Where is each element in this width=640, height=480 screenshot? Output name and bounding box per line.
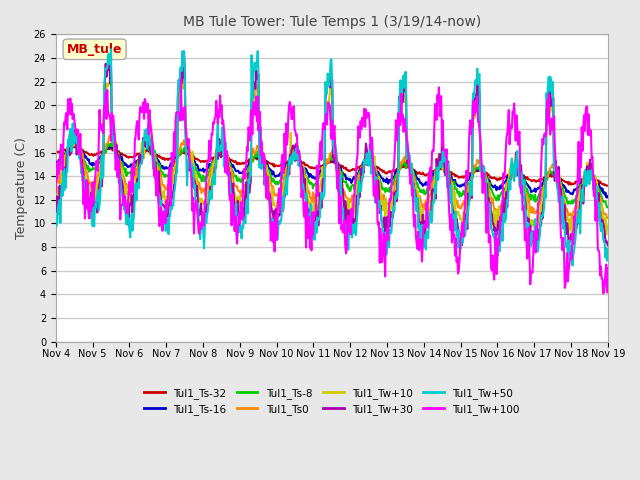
Tul1_Tw+30: [175, 83, 182, 88]
Tul1_Ts-8: [71, 137, 79, 143]
Tul1_Ts-16: [120, 160, 127, 166]
Tul1_Ts-8: [604, 204, 612, 210]
Tul1_Ts-32: [120, 152, 127, 158]
Line: Tul1_Ts-32: Tul1_Ts-32: [56, 146, 608, 186]
Line: Tul1_Ts-8: Tul1_Ts-8: [56, 140, 608, 207]
Tul1_Tw+30: [52, 209, 60, 215]
Tul1_Ts0: [604, 215, 612, 221]
Line: Tul1_Ts-16: Tul1_Ts-16: [56, 142, 608, 198]
Tul1_Tw+50: [52, 223, 60, 228]
Tul1_Tw+30: [604, 242, 612, 248]
Tul1_Tw+50: [400, 72, 408, 78]
Tul1_Tw+50: [205, 198, 212, 204]
Tul1_Tw+30: [205, 201, 212, 206]
Tul1_Ts0: [416, 193, 424, 199]
Y-axis label: Temperature (C): Temperature (C): [15, 137, 28, 239]
Tul1_Ts0: [569, 217, 577, 223]
Tul1_Ts0: [175, 146, 183, 152]
Tul1_Tw+100: [400, 129, 408, 135]
Tul1_Tw+100: [175, 110, 182, 116]
Tul1_Tw+30: [180, 48, 188, 54]
Tul1_Tw+50: [120, 201, 127, 206]
Tul1_Tw+100: [604, 265, 612, 271]
Tul1_Ts-16: [175, 153, 183, 158]
Tul1_Ts0: [205, 181, 212, 187]
Tul1_Ts-8: [416, 187, 424, 192]
Tul1_Tw+10: [119, 180, 127, 185]
Tul1_Ts0: [400, 156, 408, 162]
Tul1_Ts-32: [52, 149, 60, 155]
Tul1_Tw+50: [416, 236, 424, 241]
Tul1_Ts-16: [400, 161, 408, 167]
Tul1_Ts-16: [604, 194, 612, 200]
Tul1_Tw+30: [532, 246, 540, 252]
Tul1_Tw+10: [52, 188, 60, 193]
Legend: Tul1_Ts-32, Tul1_Ts-16, Tul1_Ts-8, Tul1_Ts0, Tul1_Tw+10, Tul1_Tw+30, Tul1_Tw+50,: Tul1_Ts-32, Tul1_Ts-16, Tul1_Ts-8, Tul1_…: [140, 384, 524, 419]
Tul1_Ts0: [120, 173, 127, 179]
Tul1_Tw+10: [602, 232, 610, 238]
Tul1_Tw+10: [175, 101, 182, 107]
Tul1_Tw+100: [600, 291, 607, 297]
Tul1_Tw+10: [400, 97, 408, 103]
Tul1_Tw+100: [205, 156, 212, 162]
Tul1_Ts-16: [52, 159, 60, 165]
Tul1_Ts0: [62, 151, 70, 157]
Tul1_Ts-8: [175, 152, 183, 157]
Tul1_Ts-16: [69, 139, 77, 144]
Tul1_Ts-16: [62, 150, 70, 156]
Tul1_Ts-32: [67, 143, 75, 149]
Line: Tul1_Tw+100: Tul1_Tw+100: [56, 79, 608, 294]
Tul1_Tw+10: [205, 199, 212, 204]
Line: Tul1_Ts0: Tul1_Ts0: [56, 132, 608, 220]
Text: MB_tule: MB_tule: [67, 43, 122, 56]
Line: Tul1_Tw+50: Tul1_Tw+50: [56, 49, 608, 265]
Tul1_Ts-16: [205, 164, 212, 170]
Tul1_Ts-32: [205, 158, 212, 164]
Title: MB Tule Tower: Tule Temps 1 (3/19/14-now): MB Tule Tower: Tule Temps 1 (3/19/14-now…: [182, 15, 481, 29]
Tul1_Ts-8: [62, 150, 70, 156]
Tul1_Ts-8: [205, 169, 212, 175]
Tul1_Ts0: [52, 179, 60, 185]
Tul1_Ts-32: [62, 147, 70, 153]
Tul1_Tw+100: [177, 76, 185, 82]
Line: Tul1_Tw+30: Tul1_Tw+30: [56, 51, 608, 249]
Tul1_Ts-32: [416, 170, 424, 176]
Tul1_Ts-16: [416, 179, 424, 184]
Tul1_Tw+100: [119, 202, 127, 208]
Tul1_Ts-8: [120, 165, 127, 170]
Tul1_Tw+50: [175, 88, 183, 94]
Tul1_Tw+10: [416, 203, 424, 209]
Tul1_Tw+100: [52, 190, 60, 195]
Tul1_Tw+100: [416, 241, 424, 247]
Tul1_Tw+30: [62, 170, 70, 176]
Tul1_Tw+50: [62, 185, 70, 191]
Tul1_Tw+10: [604, 224, 612, 230]
Line: Tul1_Tw+10: Tul1_Tw+10: [56, 74, 608, 235]
Tul1_Tw+50: [604, 247, 612, 252]
Tul1_Ts-8: [400, 162, 408, 168]
Tul1_Tw+10: [179, 71, 187, 77]
Tul1_Tw+30: [119, 182, 127, 188]
Tul1_Tw+100: [62, 112, 70, 118]
Tul1_Tw+50: [569, 263, 577, 268]
Tul1_Tw+30: [400, 87, 408, 93]
Tul1_Ts-8: [52, 168, 60, 173]
Tul1_Ts-32: [604, 183, 611, 189]
Tul1_Ts0: [71, 130, 79, 135]
Tul1_Ts-16: [602, 195, 610, 201]
Tul1_Ts-32: [175, 151, 183, 156]
Tul1_Tw+30: [416, 219, 424, 225]
Tul1_Tw+50: [108, 47, 115, 52]
Tul1_Ts-32: [604, 183, 612, 189]
Tul1_Tw+10: [62, 161, 70, 167]
Tul1_Ts-32: [400, 163, 408, 169]
